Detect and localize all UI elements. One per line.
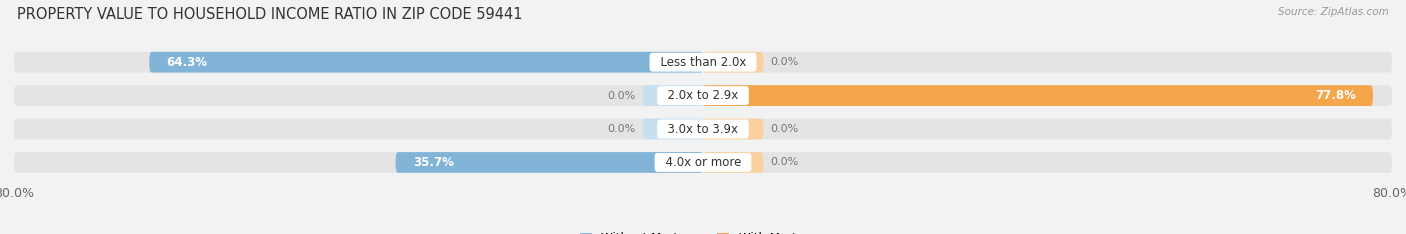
Text: 64.3%: 64.3% xyxy=(166,56,208,69)
FancyBboxPatch shape xyxy=(14,119,1392,139)
Text: 4.0x or more: 4.0x or more xyxy=(658,156,748,169)
Text: Source: ZipAtlas.com: Source: ZipAtlas.com xyxy=(1278,7,1389,17)
Text: 0.0%: 0.0% xyxy=(607,124,636,134)
Text: 0.0%: 0.0% xyxy=(770,57,799,67)
Text: 77.8%: 77.8% xyxy=(1315,89,1355,102)
FancyBboxPatch shape xyxy=(395,152,703,173)
Text: 0.0%: 0.0% xyxy=(607,91,636,101)
Text: 35.7%: 35.7% xyxy=(413,156,454,169)
FancyBboxPatch shape xyxy=(703,85,1374,106)
Text: 0.0%: 0.0% xyxy=(770,124,799,134)
Text: PROPERTY VALUE TO HOUSEHOLD INCOME RATIO IN ZIP CODE 59441: PROPERTY VALUE TO HOUSEHOLD INCOME RATIO… xyxy=(17,7,523,22)
Legend: Without Mortgage, With Mortgage: Without Mortgage, With Mortgage xyxy=(575,227,831,234)
FancyBboxPatch shape xyxy=(703,52,763,73)
Text: 0.0%: 0.0% xyxy=(770,157,799,168)
Text: 3.0x to 3.9x: 3.0x to 3.9x xyxy=(661,123,745,135)
FancyBboxPatch shape xyxy=(14,85,1392,106)
Text: 2.0x to 2.9x: 2.0x to 2.9x xyxy=(661,89,745,102)
FancyBboxPatch shape xyxy=(643,85,703,106)
FancyBboxPatch shape xyxy=(149,52,703,73)
FancyBboxPatch shape xyxy=(703,119,763,139)
FancyBboxPatch shape xyxy=(14,152,1392,173)
Text: Less than 2.0x: Less than 2.0x xyxy=(652,56,754,69)
FancyBboxPatch shape xyxy=(643,119,703,139)
FancyBboxPatch shape xyxy=(703,152,763,173)
FancyBboxPatch shape xyxy=(14,52,1392,73)
